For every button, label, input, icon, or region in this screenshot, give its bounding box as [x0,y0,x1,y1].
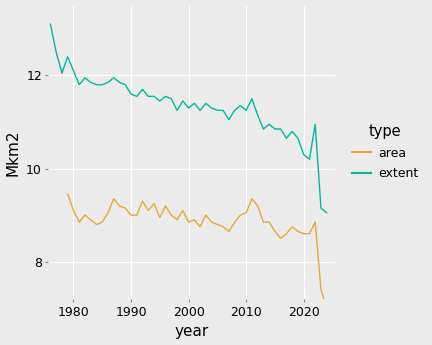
Y-axis label: Mkm2: Mkm2 [6,129,21,176]
X-axis label: year: year [175,324,209,339]
Legend: area, extent: area, extent [344,117,426,188]
